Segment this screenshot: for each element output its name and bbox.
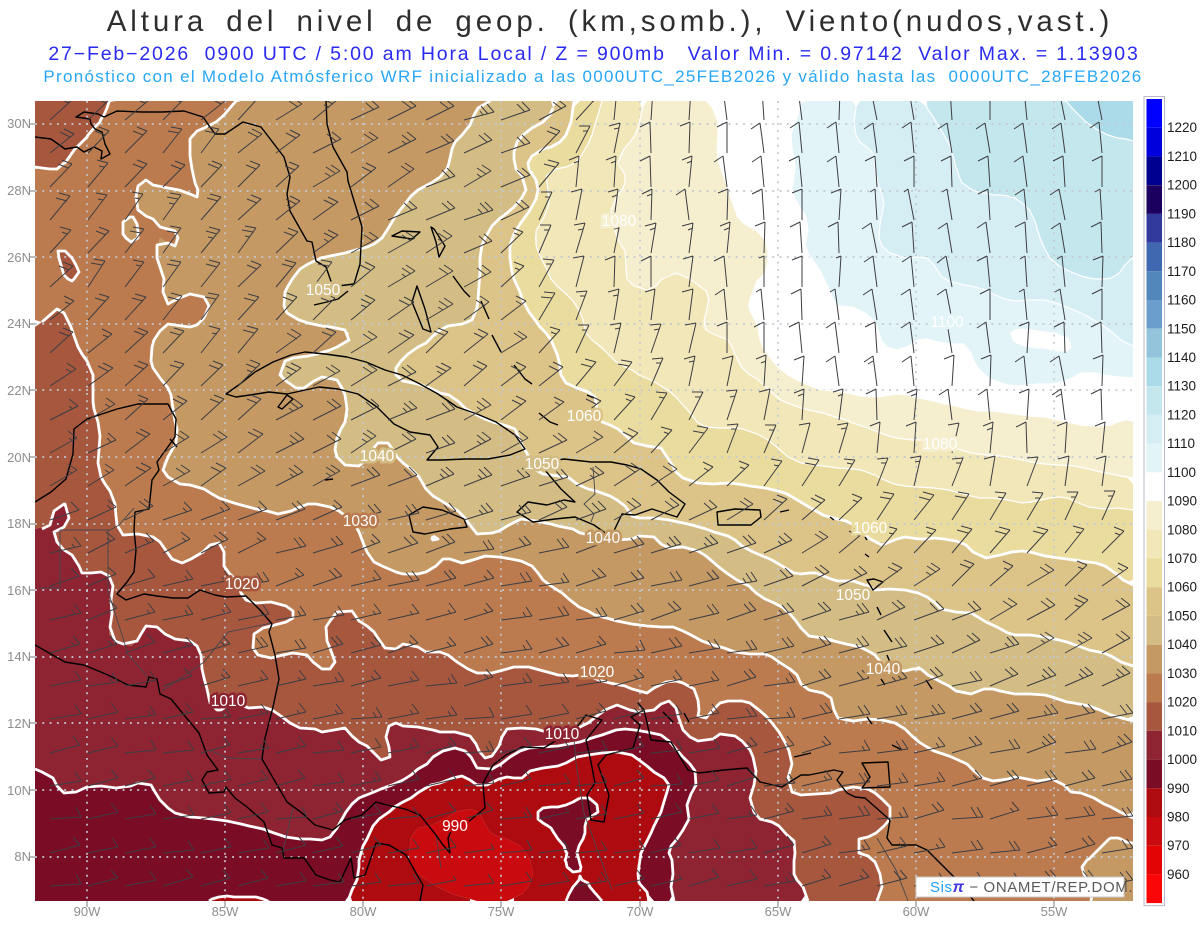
svg-text:1020: 1020: [580, 664, 615, 681]
svg-text:10N: 10N: [7, 783, 31, 798]
svg-text:1050: 1050: [836, 587, 871, 604]
svg-text:1100: 1100: [1167, 465, 1196, 480]
svg-text:1130: 1130: [1167, 379, 1196, 394]
svg-text:990: 990: [442, 818, 468, 835]
svg-text:1070: 1070: [1167, 551, 1197, 566]
svg-text:970: 970: [1167, 838, 1190, 853]
svg-text:26N: 26N: [7, 250, 31, 265]
svg-text:Sisπ − ONAMET/REP.DOM.: Sisπ − ONAMET/REP.DOM.: [930, 879, 1133, 896]
svg-text:18N: 18N: [7, 516, 31, 531]
svg-text:1080: 1080: [923, 436, 958, 453]
svg-text:1220: 1220: [1167, 120, 1197, 135]
svg-text:1060: 1060: [1167, 580, 1197, 595]
svg-text:1050: 1050: [525, 456, 560, 473]
svg-text:1150: 1150: [1167, 321, 1196, 336]
svg-text:1100: 1100: [930, 314, 964, 331]
svg-text:90W: 90W: [74, 904, 101, 919]
svg-text:990: 990: [1167, 781, 1190, 796]
svg-text:1050: 1050: [306, 282, 341, 299]
svg-text:8N: 8N: [14, 849, 31, 864]
svg-text:1040: 1040: [360, 448, 395, 465]
svg-text:1000: 1000: [1167, 752, 1197, 767]
svg-text:12N: 12N: [7, 716, 31, 731]
svg-text:1030: 1030: [343, 513, 378, 530]
svg-text:960: 960: [1167, 867, 1190, 882]
svg-text:1080: 1080: [1167, 522, 1197, 537]
svg-text:1060: 1060: [853, 520, 888, 537]
svg-text:16N: 16N: [7, 583, 31, 598]
svg-text:1020: 1020: [225, 576, 260, 593]
svg-text:1110: 1110: [1167, 436, 1195, 451]
svg-text:80W: 80W: [350, 904, 377, 919]
svg-text:75W: 75W: [488, 904, 515, 919]
svg-text:30N: 30N: [7, 116, 31, 131]
svg-text:65W: 65W: [765, 904, 792, 919]
svg-text:1160: 1160: [1167, 293, 1196, 308]
svg-text:1090: 1090: [1167, 494, 1197, 509]
svg-text:24N: 24N: [7, 316, 31, 331]
svg-text:1040: 1040: [866, 661, 901, 678]
svg-text:60W: 60W: [903, 904, 930, 919]
svg-text:1020: 1020: [1167, 695, 1197, 710]
svg-text:1180: 1180: [1167, 235, 1196, 250]
svg-text:85W: 85W: [212, 904, 239, 919]
svg-text:1010: 1010: [1167, 723, 1197, 738]
svg-text:22N: 22N: [7, 383, 31, 398]
svg-text:980: 980: [1167, 810, 1190, 825]
svg-text:14N: 14N: [7, 649, 31, 664]
svg-text:1210: 1210: [1167, 149, 1197, 164]
svg-text:55W: 55W: [1041, 904, 1068, 919]
svg-text:20N: 20N: [7, 450, 31, 465]
svg-text:1030: 1030: [1167, 666, 1197, 681]
svg-text:1010: 1010: [211, 693, 246, 710]
svg-text:1190: 1190: [1167, 206, 1196, 221]
svg-text:1140: 1140: [1167, 350, 1196, 365]
svg-text:1080: 1080: [602, 213, 637, 230]
svg-text:1050: 1050: [1167, 609, 1197, 624]
svg-text:1200: 1200: [1167, 178, 1197, 193]
svg-text:1010: 1010: [545, 726, 580, 743]
svg-text:1170: 1170: [1167, 264, 1196, 279]
svg-text:28N: 28N: [7, 183, 31, 198]
svg-text:70W: 70W: [627, 904, 654, 919]
svg-text:1060: 1060: [567, 408, 602, 425]
svg-text:1040: 1040: [1167, 637, 1197, 652]
svg-text:1040: 1040: [586, 530, 621, 547]
svg-text:1120: 1120: [1167, 407, 1196, 422]
